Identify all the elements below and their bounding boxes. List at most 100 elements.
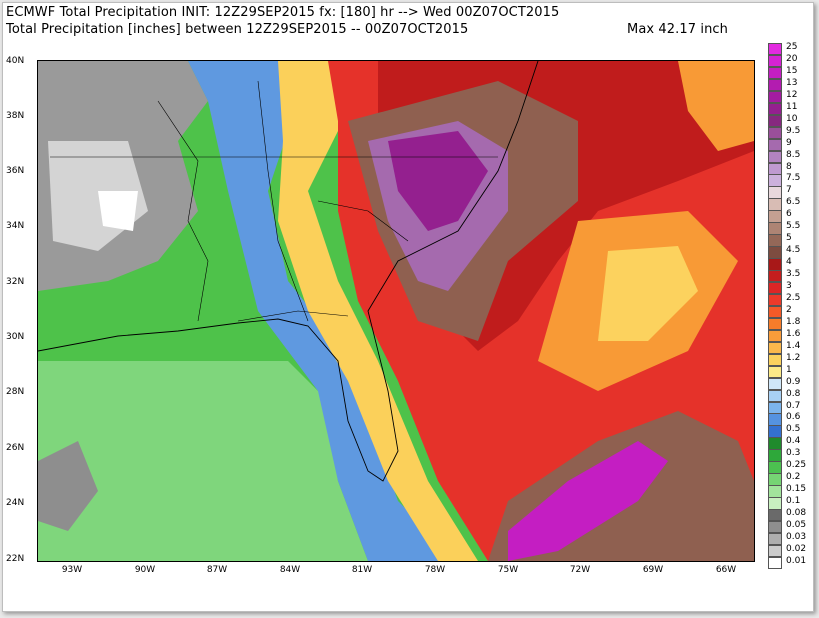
legend-label: 0.2 (786, 472, 801, 483)
legend-label: 0.08 (786, 508, 807, 519)
legend-swatch (768, 437, 782, 450)
lat-label: 38N (6, 111, 25, 121)
lon-label: 90W (134, 565, 156, 575)
lon-label: 66W (715, 565, 737, 575)
legend-label: 0.7 (786, 400, 801, 411)
legend-swatch (768, 556, 782, 570)
legend-label: 1.8 (786, 316, 801, 327)
legend-swatch (768, 305, 782, 319)
legend-swatch (768, 353, 782, 367)
legend-swatch (768, 102, 782, 116)
lon-label: 87W (206, 565, 228, 575)
legend-swatch (768, 329, 782, 343)
legend-label: 4 (786, 257, 792, 268)
legend-swatch (768, 449, 782, 462)
legend-label: 0.9 (786, 376, 801, 387)
legend-swatch (768, 270, 782, 283)
legend-swatch (768, 234, 782, 247)
legend-label: 6 (786, 209, 792, 220)
legend-swatch (768, 497, 782, 510)
legend-swatch (768, 258, 782, 271)
lat-label: 40N (6, 56, 25, 66)
legend-swatch (768, 210, 782, 223)
legend-swatch (768, 509, 782, 522)
legend-label: 0.05 (786, 520, 807, 530)
legend-label: 0.25 (786, 460, 807, 471)
legend-label: 5 (786, 233, 792, 244)
legend-label: 8 (786, 161, 792, 172)
legend-swatch (768, 198, 782, 211)
lat-label: 32N (6, 277, 25, 287)
legend-label: 15 (786, 65, 798, 76)
lon-label: 84W (279, 565, 301, 575)
legend-label: 9.5 (786, 125, 801, 136)
lon-label: 78W (424, 565, 446, 575)
legend-label: 0.03 (786, 531, 807, 542)
lat-label: 24N (6, 498, 25, 508)
legend-label: 0.5 (786, 424, 801, 435)
legend-label: 10 (786, 113, 798, 124)
legend-swatch (768, 282, 782, 295)
legend-swatch (768, 473, 782, 486)
legend-label: 0.01 (786, 555, 807, 566)
legend-swatch (768, 317, 782, 331)
lon-label: 72W (569, 565, 591, 575)
legend-label: 9 (786, 137, 792, 148)
legend-label: 0.3 (786, 448, 801, 459)
lat-label: 22N (6, 554, 25, 564)
legend-label: 0.02 (786, 543, 807, 554)
legend-swatch (768, 126, 782, 140)
legend-swatch (768, 521, 782, 534)
legend-swatch (768, 293, 782, 307)
legend-label: 7.5 (786, 173, 801, 184)
legend-swatch (768, 485, 782, 498)
legend-label: 5.5 (786, 221, 801, 232)
legend-swatch (768, 78, 782, 92)
legend-label: 20 (786, 53, 798, 64)
legend-label: 25 (786, 42, 798, 52)
legend-swatch (768, 425, 782, 438)
max-value-label: Max 42.17 inch (627, 22, 728, 37)
legend-swatch (768, 389, 782, 402)
legend-label: 11 (786, 101, 798, 112)
legend-label: 6.5 (786, 197, 801, 208)
legend-swatch (768, 341, 782, 355)
precipitation-map (37, 60, 755, 562)
legend-swatch (768, 532, 782, 546)
legend-label: 0.6 (786, 412, 801, 423)
legend-label: 13 (786, 77, 798, 88)
legend-swatch (768, 377, 782, 391)
legend-swatch (768, 461, 782, 474)
lat-label: 34N (6, 221, 25, 231)
legend-label: 4.5 (786, 245, 801, 256)
legend-swatch (768, 401, 782, 414)
legend-swatch (768, 138, 782, 152)
legend-swatch (768, 544, 782, 558)
legend-swatch (768, 222, 782, 235)
legend-swatch (768, 365, 782, 379)
legend-swatch (768, 90, 782, 104)
legend-swatch (768, 174, 782, 187)
legend-label: 1.4 (786, 340, 801, 351)
legend-label: 1.2 (786, 352, 801, 363)
legend-label: 8.5 (786, 149, 801, 160)
legend-label: 0.4 (786, 436, 801, 447)
legend-swatch (768, 186, 782, 199)
lat-label: 30N (6, 332, 25, 342)
legend-label: 1 (786, 364, 792, 375)
legend-swatch (768, 66, 782, 80)
map-title: ECMWF Total Precipitation INIT: 12Z29SEP… (6, 5, 560, 20)
legend-label: 3.5 (786, 269, 801, 280)
legend-label: 12 (786, 89, 798, 100)
legend-swatch (768, 246, 782, 259)
lat-label: 28N (6, 387, 25, 397)
legend-swatch (768, 114, 782, 128)
precipitation-field (38, 61, 754, 561)
legend-label: 2.5 (786, 292, 801, 303)
legend-swatch (768, 43, 782, 56)
legend-swatch (768, 150, 782, 163)
legend-label: 2 (786, 304, 792, 315)
lon-label: 81W (351, 565, 373, 575)
legend-swatch (768, 162, 782, 175)
legend-label: 3 (786, 281, 792, 291)
